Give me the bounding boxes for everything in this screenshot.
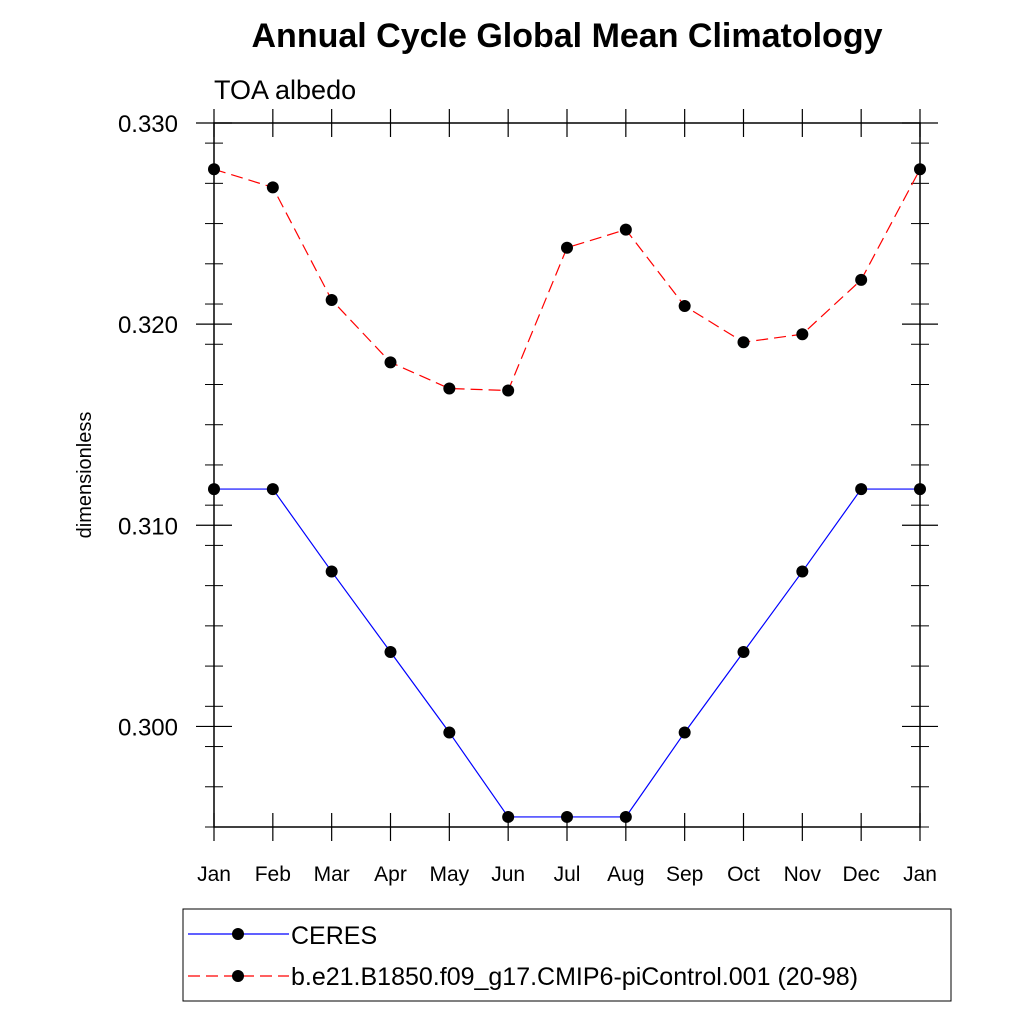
series-0-point <box>266 483 279 496</box>
legend: CERES b.e21.B1850.f09_g17.CMIP6-piContro… <box>182 908 952 1002</box>
series-1-point <box>443 382 456 395</box>
x-tick-label: Jan <box>197 863 231 886</box>
y-axis-label: dimensionless <box>74 412 96 539</box>
x-tick-label: Feb <box>255 863 291 886</box>
series-1-point <box>325 294 338 307</box>
series-1-point <box>619 223 632 236</box>
x-tick-label: Dec <box>842 863 879 886</box>
series-1-point <box>914 163 926 176</box>
y-tick-label: 0.300 <box>118 714 178 741</box>
x-tick-label: Mar <box>314 863 350 886</box>
series-0-point <box>737 646 750 659</box>
legend-box <box>182 908 952 1002</box>
series-0-point <box>384 646 397 659</box>
series-0-point <box>678 726 691 739</box>
x-tick-label: Aug <box>607 863 644 886</box>
series-0-point <box>502 810 515 823</box>
series-layer <box>208 163 926 823</box>
x-tick-label: Jan <box>903 863 937 886</box>
y-tick-label: 0.320 <box>118 312 178 339</box>
series-1-point <box>796 328 809 341</box>
series-1-point <box>678 300 691 313</box>
plot-frame <box>213 122 921 828</box>
series-1-point <box>561 241 573 254</box>
series-1-point <box>737 336 750 349</box>
series-1-point <box>384 356 397 369</box>
series-0-point <box>796 565 809 578</box>
series-0-point <box>855 483 868 496</box>
x-tick-label: Sep <box>666 863 703 886</box>
series-0-point <box>443 726 456 739</box>
series-0-point <box>914 483 926 496</box>
x-tick-label: May <box>429 863 469 886</box>
x-axis: Jan Feb Mar Apr May Jun Jul Aug Sep Oct Nov Dec Jan <box>197 109 937 886</box>
series-1-point <box>208 163 220 176</box>
chart-subtitle: TOA albedo <box>214 75 356 105</box>
series-1-point <box>855 273 868 286</box>
chart-title: Annual Cycle Global Mean Climatology <box>252 17 883 55</box>
x-tick-label: Apr <box>374 863 407 886</box>
legend-marker-model <box>232 970 244 982</box>
x-tick-label: Jun <box>491 863 525 886</box>
x-tick-label: Nov <box>784 863 822 886</box>
minor-ticks <box>205 142 929 828</box>
series-0-point <box>208 483 220 496</box>
series-line-1 <box>213 168 921 392</box>
x-tick-label: Jul <box>554 863 581 886</box>
series-0-point <box>561 810 573 823</box>
series-0-point <box>325 565 338 578</box>
series-1-point <box>266 181 279 194</box>
legend-label-ceres: CERES <box>291 922 377 950</box>
y-tick-label: 0.330 <box>118 111 178 138</box>
series-1-point <box>502 384 515 397</box>
series-0-point <box>619 810 632 823</box>
y-tick-label: 0.310 <box>118 513 178 540</box>
legend-label-model: b.e21.B1850.f09_g17.CMIP6-piControl.001 … <box>291 963 858 991</box>
x-tick-label: Oct <box>727 863 760 886</box>
y-axis: 0.300 0.310 0.320 0.330 <box>118 111 938 741</box>
legend-marker-ceres <box>232 928 244 940</box>
series-line-0 <box>214 488 920 818</box>
